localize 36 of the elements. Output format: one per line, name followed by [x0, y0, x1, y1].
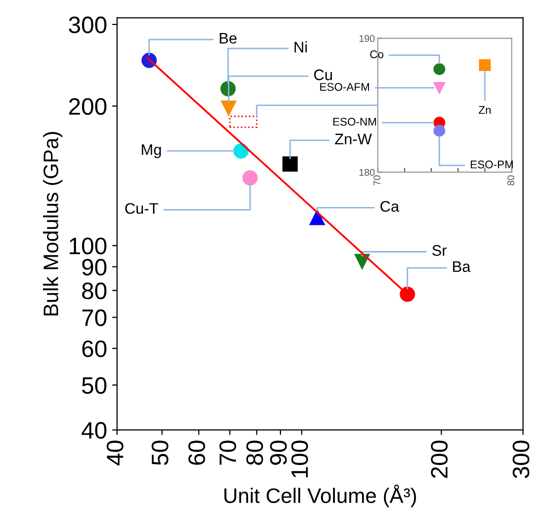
y-tick-label: 90	[82, 258, 106, 276]
text: Ni	[294, 41, 307, 52]
text: Cu	[314, 69, 332, 80]
text: ESO-PM	[470, 160, 513, 168]
y-axis-title: Bulk Modulus (GPa)	[42, 132, 62, 316]
y-tick-label: 300	[68, 16, 106, 34]
x-tick-label: 50	[152, 440, 168, 466]
y-tick-label: 190	[360, 35, 375, 42]
text: ESO-NM	[333, 118, 376, 126]
text: Zn	[478, 106, 491, 114]
y-tick-label: 100	[70, 238, 106, 254]
y-tick-label: 180	[360, 168, 375, 176]
text: Ca	[380, 200, 400, 212]
text: Zn-W	[335, 134, 372, 144]
x-tick-label: 70	[219, 440, 236, 465]
x-tick-label: 80	[246, 440, 264, 465]
x-tick-label: 100	[291, 440, 308, 478]
text: Cu-T	[125, 203, 158, 214]
y-tick-label: 60	[82, 340, 106, 358]
y-tick-label: 50	[82, 377, 106, 394]
x-tick-label: 90	[270, 440, 287, 465]
y-tick-label: 70	[82, 309, 106, 326]
x-tick-label: 40	[106, 440, 124, 466]
text: Co	[370, 50, 384, 58]
y-tick-label: 200	[69, 98, 106, 115]
x-tick-label: 200	[430, 440, 448, 478]
y-tick-label: 40	[82, 422, 106, 439]
text: Sr	[432, 245, 447, 256]
x-axis-title: Unit Cell Volume (Å³)	[224, 484, 416, 508]
text: Be	[220, 32, 237, 44]
text: Mg	[142, 144, 161, 158]
y-tick-label: 80	[82, 282, 106, 300]
x-tick-label: 60	[188, 440, 206, 465]
x-tick-label: 300	[512, 440, 530, 478]
text: Ba	[453, 261, 471, 272]
text: ESO-AFM	[320, 82, 369, 91]
